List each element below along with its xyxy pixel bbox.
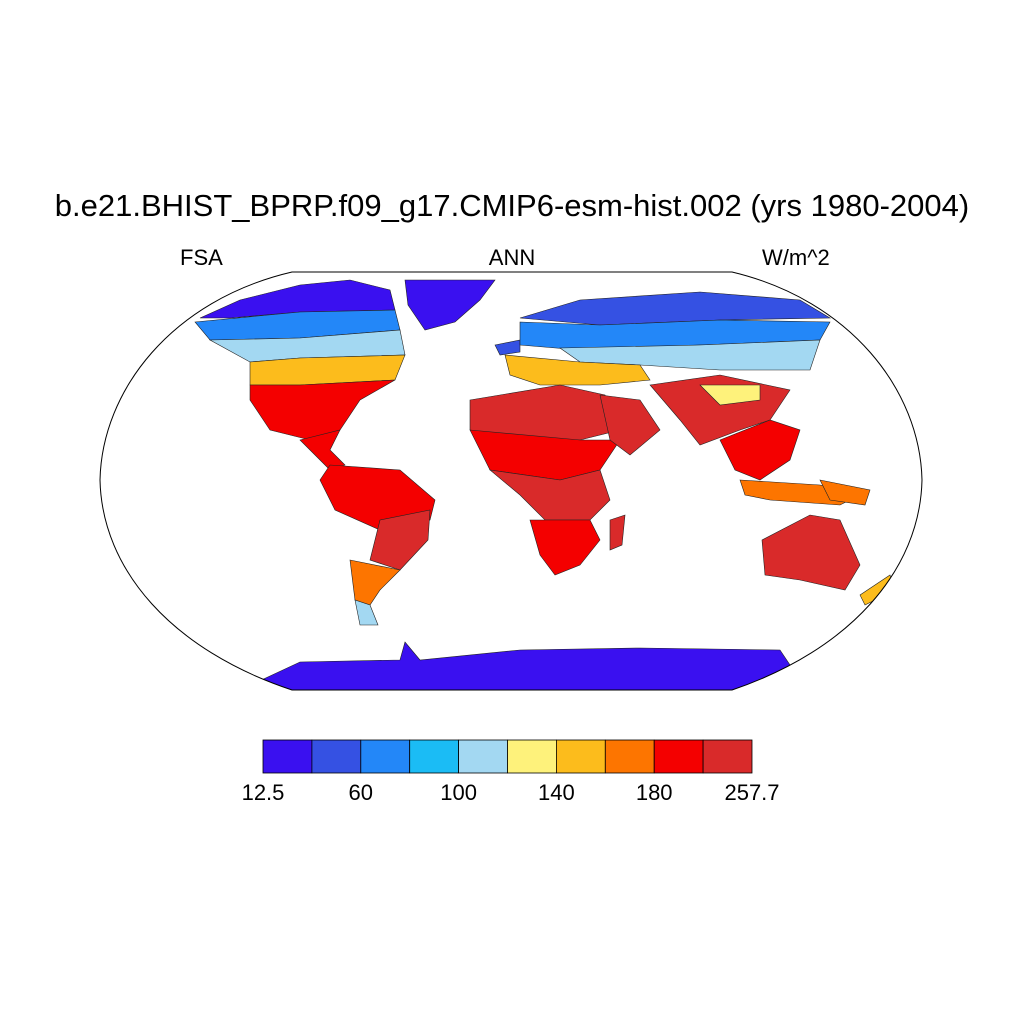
units-label: W/m^2 <box>762 245 830 270</box>
region-central-america <box>299 429 346 471</box>
colorbar-label: 100 <box>440 780 477 805</box>
season-label: ANN <box>488 245 536 270</box>
variable-label: FSA <box>180 245 223 270</box>
map-boundary <box>99 271 923 691</box>
colorbar-box-1 <box>262 739 313 774</box>
region-arctic-canada <box>199 279 396 319</box>
region-southern-africa <box>529 519 601 576</box>
colorbar-box-5 <box>458 739 508 774</box>
region-southeast-asia <box>719 419 801 481</box>
colorbar-label: 140 <box>538 780 575 805</box>
region-central-africa <box>488 469 611 521</box>
colorbar-box-7 <box>556 739 606 774</box>
region-australia <box>761 514 861 591</box>
colorbar-label: 257.7 <box>724 780 779 805</box>
region-greenland <box>404 279 496 331</box>
plot-title: b.e21.BHIST_BPRP.f09_g17.CMIP6-esm-hist.… <box>54 188 970 223</box>
colorbar-label: 60 <box>349 780 373 805</box>
region-arabia <box>599 394 661 456</box>
colorbar-box-6 <box>507 739 557 774</box>
region-madagascar <box>609 514 626 551</box>
region-brazil-highlands <box>369 509 431 571</box>
colorbar-label: 12.5 <box>242 780 285 805</box>
region-europe <box>504 354 651 386</box>
colorbar-label: 180 <box>636 780 673 805</box>
colorbar-box-10 <box>702 739 753 774</box>
region-new-guinea <box>819 479 871 506</box>
colorbar-box-9 <box>653 739 704 774</box>
colorbar-box-4 <box>409 739 460 774</box>
colorbar-box-2 <box>311 739 362 774</box>
colorbar-box-8 <box>604 739 655 774</box>
region-iceland <box>494 339 521 356</box>
region-argentina <box>349 559 401 606</box>
region-tibet <box>699 384 761 406</box>
region-patagonia <box>354 599 379 626</box>
colorbar-box-3 <box>360 739 411 774</box>
